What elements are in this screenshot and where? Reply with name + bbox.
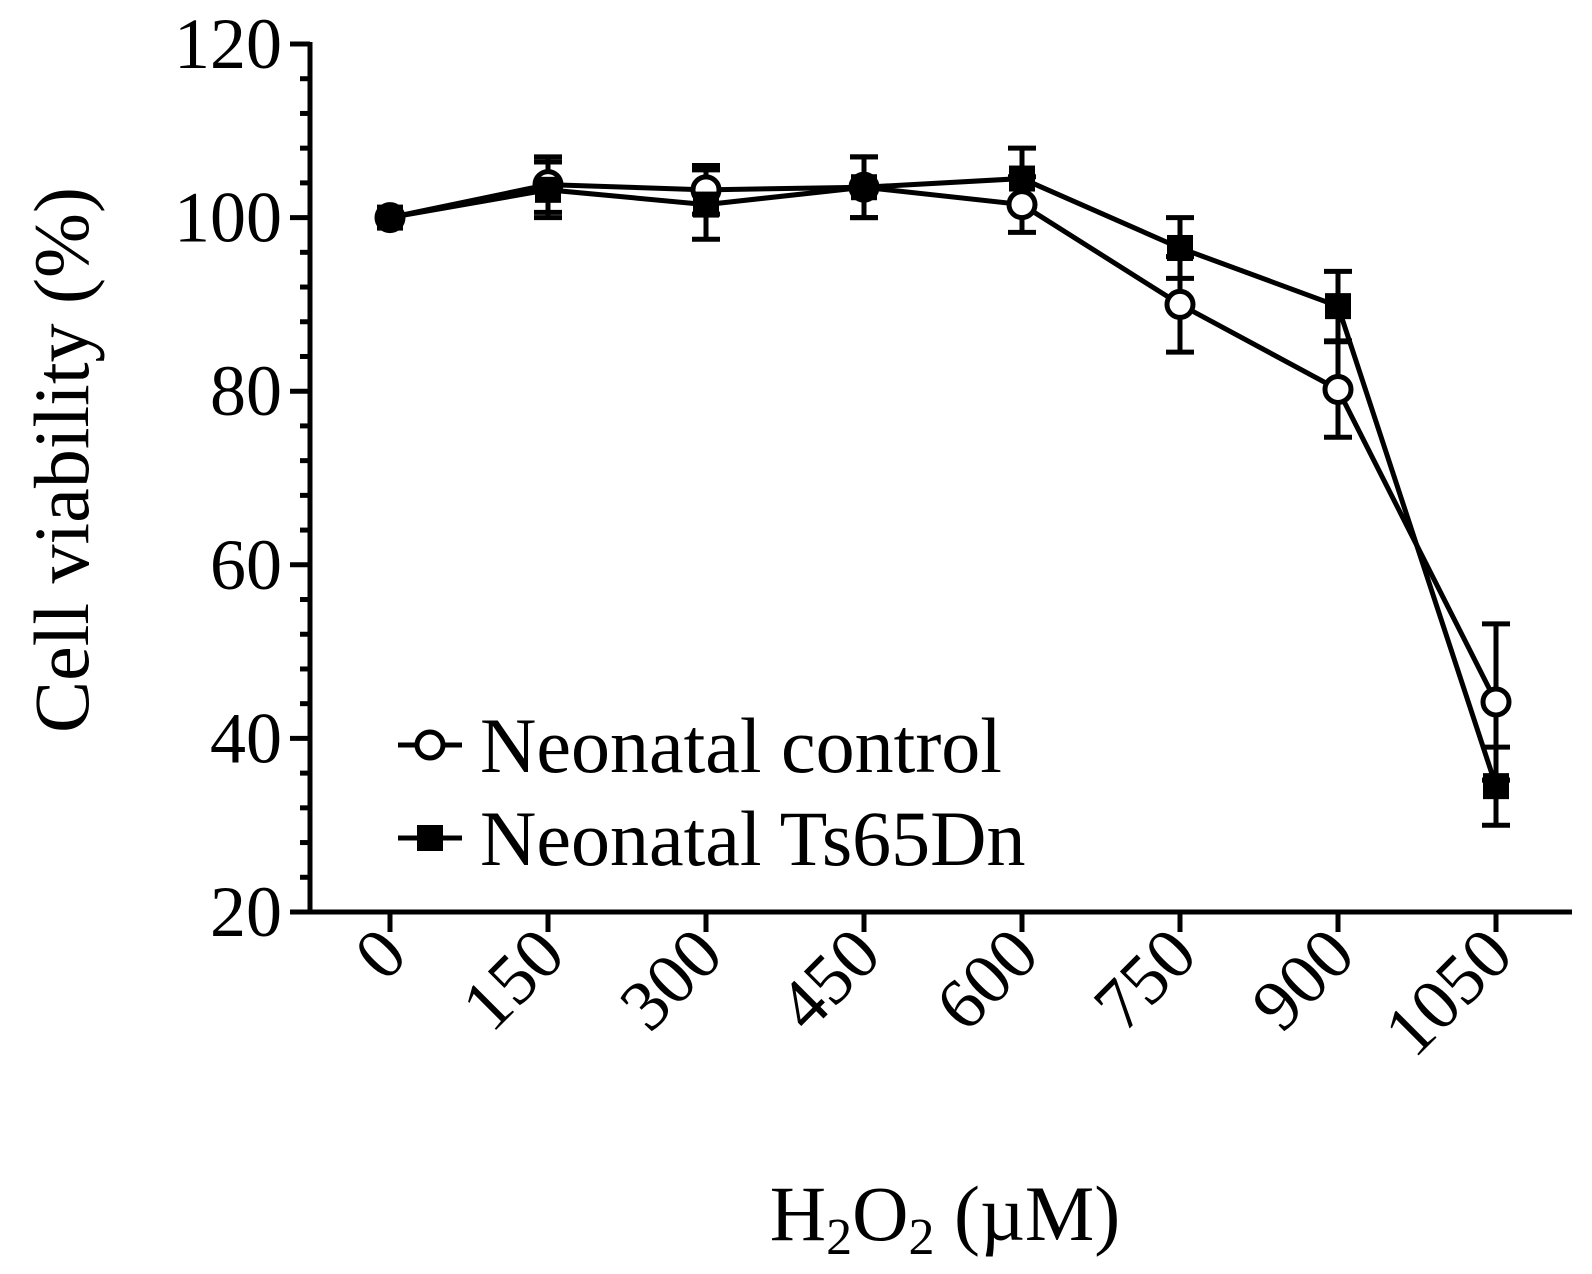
legend-marker-open-circle-icon [414,729,446,761]
x-axis-title-sub2: 2 [908,1209,934,1266]
legend-item-ts65dn: Neonatal Ts65Dn [398,795,1026,882]
series-layer [374,145,1512,828]
x-tick-label: 450 [762,913,895,1046]
y-axis-title: Cell viability (%) [18,187,105,733]
series-line [389,176,1499,787]
data-point-filled-square [693,191,719,218]
legend-marker-filled-square-icon [417,825,443,851]
y-tick-label: 100 [174,178,282,258]
x-ticks: 0 150 300 450 600 750 900 1050 [339,912,1527,1071]
x-tick-label: 750 [1078,913,1211,1046]
y-ticks: 20 40 60 80 100 120 [174,4,310,952]
data-point-filled-square [1325,293,1351,320]
x-axis-title-unit: (µM) [934,1170,1120,1257]
legend-label-control: Neonatal control [480,702,1002,789]
axes [307,42,1572,915]
y-tick-label: 40 [210,698,282,778]
x-tick-label: 300 [604,913,737,1046]
x-axis-title-h: H [770,1170,826,1257]
x-tick-label: 900 [1236,913,1369,1046]
y-tick-label: 20 [210,872,282,952]
x-axis-title: H2O2 (µM) [770,1170,1120,1266]
x-tick-label: 0 [339,913,421,995]
series-line [389,182,1499,704]
series-control [389,154,1510,783]
x-axis-title-sub1: 2 [826,1209,852,1266]
data-point-open-circle [1006,189,1038,221]
y-tick-label: 60 [210,525,282,605]
data-point-open-circle [1322,373,1354,405]
legend-item-control: Neonatal control [398,702,1002,789]
data-point-filled-square [1167,234,1193,261]
data-point-filled-square [1483,773,1509,800]
x-tick-label: 150 [446,913,579,1046]
x-tick-label: 1050 [1369,913,1527,1071]
data-point-filled-square [535,176,561,203]
x-tick-label: 600 [920,913,1053,1046]
data-point-open-circle [1164,288,1196,320]
data-point-open-circle [1480,686,1512,718]
y-tick-label: 80 [210,351,282,431]
legend-label-ts65dn: Neonatal Ts65Dn [480,795,1026,882]
y-tick-label: 120 [174,4,282,84]
data-point-filled-square [377,204,403,231]
legend: Neonatal control Neonatal Ts65Dn [398,702,1026,882]
data-point-filled-square [851,174,877,201]
data-point-filled-square [1009,165,1035,192]
x-axis-title-o: O [852,1170,908,1257]
